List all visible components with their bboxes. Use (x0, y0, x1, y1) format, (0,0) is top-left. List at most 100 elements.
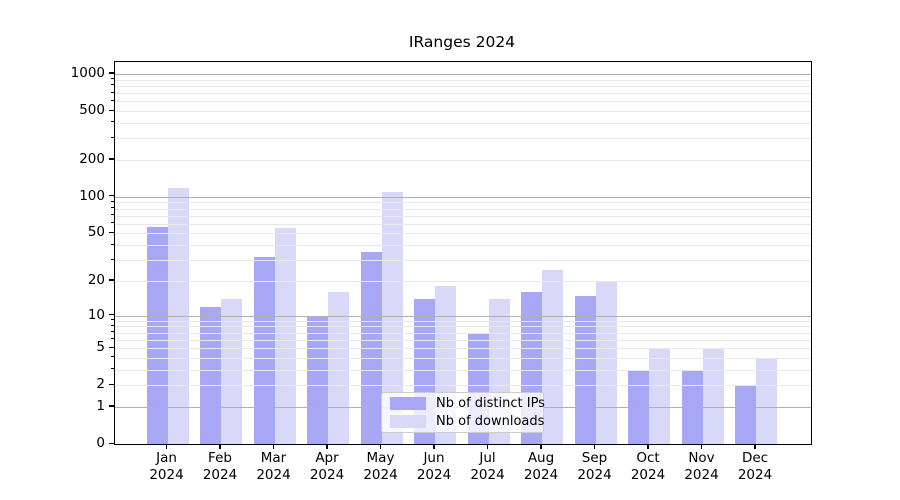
major-gridline (115, 315, 811, 317)
y-tick-label: 500 (79, 102, 105, 118)
x-tick-mark (433, 445, 435, 449)
major-gridline (115, 73, 811, 75)
y-tick-label: 100 (79, 187, 105, 204)
x-tick-mark (219, 445, 221, 449)
y-minor-tick-mark (111, 338, 114, 340)
y-tick-mark (109, 158, 114, 160)
plot-area: Nb of distinct IPs Nb of downloads (114, 61, 812, 445)
bar-distinct-ips-dec (735, 385, 756, 444)
bar-distinct-ips-feb (200, 306, 221, 444)
minor-gridline (115, 280, 811, 282)
y-minor-tick-mark (111, 214, 114, 216)
x-tick-mark (486, 445, 489, 449)
x-tick-label-nov: Nov 2024 (684, 450, 719, 483)
y-tick-label: 20 (87, 271, 105, 288)
minor-gridline (115, 385, 811, 387)
y-tick-mark (109, 231, 114, 234)
y-minor-tick-mark (111, 324, 114, 326)
y-tick-label: 0 (96, 435, 105, 451)
y-tick-mark (109, 279, 114, 281)
y-minor-tick-mark (111, 200, 114, 202)
bar-downloads-dec (756, 357, 777, 444)
minor-gridline (115, 332, 811, 334)
minor-gridline (115, 260, 811, 262)
bar-downloads-apr (328, 292, 349, 444)
y-minor-tick-mark (111, 121, 114, 123)
y-tick-mark (109, 346, 114, 348)
y-tick-mark (109, 314, 114, 316)
y-minor-tick-mark (111, 91, 114, 93)
x-tick-mark (272, 445, 275, 449)
y-tick-label: 10 (87, 306, 105, 323)
y-minor-tick-mark (111, 222, 114, 224)
minor-gridline (115, 339, 811, 341)
y-tick-label: 1000 (70, 64, 105, 81)
x-tick-label-sep: Sep 2024 (577, 450, 612, 483)
bar-downloads-nov (702, 348, 724, 444)
bar-downloads-mar (274, 228, 296, 444)
minor-gridline (115, 369, 811, 371)
minor-gridline (115, 223, 811, 225)
y-minor-tick-mark (111, 136, 114, 138)
legend-item: Nb of downloads (388, 413, 544, 431)
x-tick-label-may: May 2024 (363, 450, 398, 483)
x-tick-label-apr: Apr 2024 (309, 450, 345, 483)
y-tick-label: 200 (79, 150, 105, 167)
minor-gridline (115, 326, 811, 328)
minor-gridline (115, 101, 811, 103)
y-minor-tick-mark (111, 243, 114, 245)
bar-downloads-aug (542, 269, 563, 444)
y-tick-label: 5 (96, 339, 105, 355)
y-tick-label: 1 (96, 397, 105, 414)
x-tick-mark (540, 445, 542, 449)
x-tick-label-oct: Oct 2024 (630, 450, 666, 483)
y-minor-tick-mark (111, 207, 114, 209)
minor-gridline (115, 348, 811, 349)
legend-swatch-downloads (390, 414, 426, 428)
y-minor-tick-mark (111, 319, 114, 321)
minor-gridline (115, 233, 811, 235)
minor-gridline (115, 159, 811, 161)
legend: Nb of distinct IPs Nb of downloads (381, 392, 545, 433)
y-minor-tick-mark (111, 258, 114, 260)
y-tick-label: 2 (96, 376, 105, 393)
minor-gridline (115, 122, 811, 124)
y-tick-mark (109, 195, 114, 197)
bar-distinct-ips-apr (307, 315, 328, 444)
minor-gridline (115, 208, 811, 210)
x-tick-mark (754, 445, 756, 449)
bar-downloads-oct (649, 348, 670, 444)
x-tick-mark (165, 445, 168, 449)
legend-label: Nb of downloads (436, 413, 545, 429)
major-gridline (115, 196, 811, 198)
minor-gridline (115, 357, 811, 359)
y-minor-tick-mark (111, 356, 114, 358)
minor-gridline (115, 93, 811, 94)
y-minor-tick-mark (111, 368, 114, 370)
x-tick-label-aug: Aug 2024 (523, 450, 559, 483)
y-minor-tick-mark (111, 331, 114, 333)
minor-gridline (115, 85, 811, 87)
x-tick-label-jan: Jan 2024 (149, 450, 184, 483)
bar-distinct-ips-jan (146, 226, 168, 444)
x-tick-label-jul: Jul 2024 (470, 450, 505, 483)
minor-gridline (115, 245, 811, 247)
legend-item: Nb of distinct IPs (388, 395, 545, 413)
bar-distinct-ips-nov (681, 369, 703, 444)
x-tick-mark (326, 445, 328, 449)
bar-downloads-sep (595, 280, 617, 444)
y-tick-mark (109, 72, 114, 74)
minor-gridline (115, 202, 811, 204)
minor-gridline (115, 138, 811, 140)
y-minor-tick-mark (111, 84, 114, 86)
legend-label: Nb of distinct IPs (436, 396, 545, 412)
x-tick-mark (700, 445, 703, 449)
y-minor-tick-mark (111, 99, 114, 101)
x-tick-label-mar: Mar 2024 (256, 450, 291, 483)
minor-gridline (115, 79, 811, 81)
y-tick-mark (109, 405, 114, 407)
y-tick-mark (109, 109, 114, 111)
chart-title: IRanges 2024 (408, 33, 516, 51)
minor-gridline (115, 215, 811, 217)
